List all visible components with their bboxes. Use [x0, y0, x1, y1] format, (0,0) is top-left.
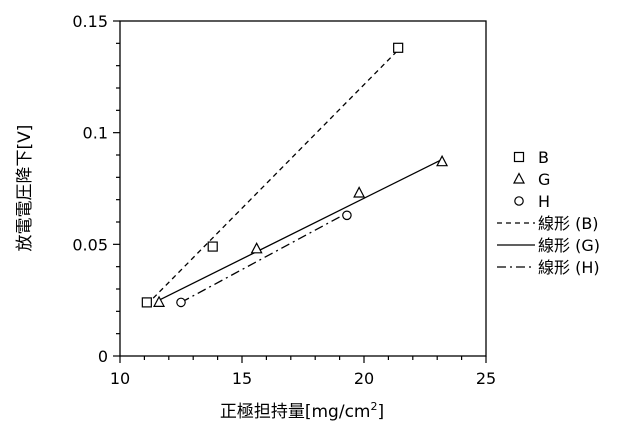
y-axis-title: 放電電圧降下[V] — [15, 125, 35, 252]
legend-label: B — [538, 148, 549, 167]
data-point-b — [142, 298, 151, 307]
data-point-g — [252, 243, 262, 253]
data-point-h — [343, 211, 351, 219]
data-markers — [142, 43, 447, 307]
x-tick-label: 10 — [110, 369, 130, 388]
legend-marker — [515, 153, 524, 162]
trendline — [147, 50, 398, 305]
legend-marker — [515, 197, 523, 205]
data-point-g — [354, 187, 364, 197]
y-tick-label: 0.05 — [72, 235, 108, 254]
data-point-b — [208, 242, 217, 251]
y-tick-label: 0.1 — [83, 124, 108, 143]
legend-label: 線形 (G) — [538, 236, 600, 255]
data-point-b — [394, 43, 403, 52]
legend-label: G — [538, 170, 550, 189]
trendline — [159, 159, 442, 300]
legend-label: H — [538, 192, 550, 211]
plot-frame — [120, 21, 486, 356]
legend-marker — [514, 174, 524, 184]
y-tick-label: 0 — [98, 347, 108, 366]
axis-ticks — [113, 21, 486, 363]
legend: BGH 線形 (B) 線形 (G) 線形 (H) — [497, 148, 600, 277]
x-tick-label: 20 — [354, 369, 374, 388]
x-tick-label: 25 — [476, 369, 496, 388]
x-tick-label: 15 — [232, 369, 252, 388]
legend-label: 線形 (B) — [538, 214, 599, 233]
x-axis-title: 正極担持量[mg/cm2] — [220, 400, 384, 422]
trendline — [181, 213, 347, 302]
trendlines — [147, 50, 442, 305]
y-tick-label: 0.15 — [72, 12, 108, 31]
tick-labels: 10 15 20 25 0 0.05 0.1 0.15 — [72, 12, 496, 388]
data-point-h — [177, 298, 185, 306]
legend-label: 線形 (H) — [538, 258, 600, 277]
